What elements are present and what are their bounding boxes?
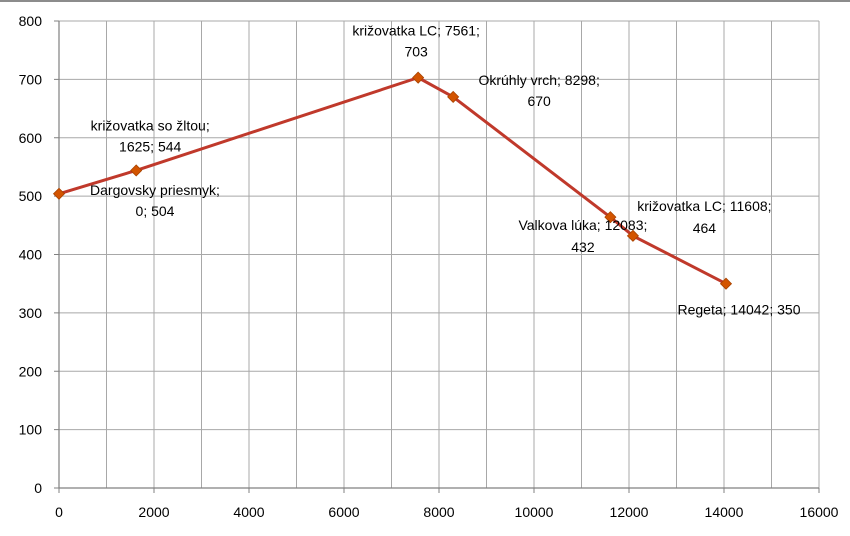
data-label-line: 670 xyxy=(527,93,551,109)
x-tick-label: 6000 xyxy=(328,504,359,520)
data-label-line: 432 xyxy=(571,239,595,255)
data-label-line: Regeta; 14042; 350 xyxy=(677,302,800,318)
data-point-marker xyxy=(130,164,143,177)
data-label-line: Okrúhly vrch; 8298; xyxy=(478,72,599,88)
top-border xyxy=(0,0,850,2)
y-tick-label: 800 xyxy=(19,13,43,29)
x-tick-label: 16000 xyxy=(800,504,839,520)
x-tick-label: 14000 xyxy=(705,504,744,520)
data-label: Regeta; 14042; 350 xyxy=(677,302,800,318)
x-tick-label: 8000 xyxy=(423,504,454,520)
data-label-line: 1625; 544 xyxy=(119,138,181,154)
y-tick-label: 0 xyxy=(34,480,42,496)
y-tick-label: 200 xyxy=(19,363,43,379)
data-label-line: Dargovsky priesmyk; xyxy=(90,182,220,198)
x-tick-label: 0 xyxy=(55,504,63,520)
data-point-marker xyxy=(604,211,617,224)
y-tick-label: 300 xyxy=(19,305,43,321)
data-label-line: križovatka so žltou; xyxy=(91,117,210,133)
y-tick-label: 400 xyxy=(19,247,43,263)
data-label-line: 0; 504 xyxy=(136,203,175,219)
data-point-marker xyxy=(626,229,640,242)
data-label-line: 703 xyxy=(404,44,428,60)
data-point-marker xyxy=(447,90,460,103)
x-tick-label: 4000 xyxy=(233,504,264,520)
y-tick-label: 500 xyxy=(19,188,43,204)
x-tick-label: 2000 xyxy=(138,504,169,520)
x-tick-label: 10000 xyxy=(515,504,554,520)
data-label-line: križovatka LC; 7561; xyxy=(352,23,480,39)
y-tick-label: 700 xyxy=(19,71,43,87)
data-point-marker xyxy=(719,277,733,290)
x-tick-label: 12000 xyxy=(610,504,649,520)
data-label-line: Valkova lúka; 12083; xyxy=(518,217,647,233)
data-label: križovatka LC; 7561; 703 xyxy=(352,23,480,60)
y-tick-label: 100 xyxy=(19,422,43,438)
data-label: križovatka LC; 11608; 464 xyxy=(637,198,771,236)
data-label: Okrúhly vrch; 8298; 670 xyxy=(478,72,599,109)
y-tick-label: 600 xyxy=(19,130,43,146)
data-point-marker xyxy=(412,71,425,84)
series-line xyxy=(58,76,727,286)
data-label-line: križovatka LC; 11608; xyxy=(637,198,771,214)
data-point-marker xyxy=(52,187,66,200)
data-label: Dargovsky priesmyk; 0; 504 xyxy=(90,182,220,219)
data-label-line: 464 xyxy=(693,220,717,236)
data-label: Valkova lúka; 12083; 432 xyxy=(518,217,647,255)
data-label: križovatka so žltou; 1625; 544 xyxy=(91,117,210,154)
